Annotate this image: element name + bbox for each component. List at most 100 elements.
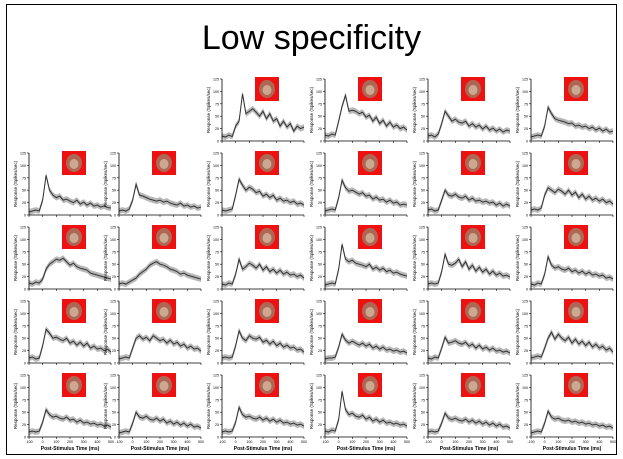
y-tick-label: 75: [524, 176, 528, 180]
x-tick-label: 500: [108, 440, 114, 444]
x-tick-label: 200: [363, 440, 369, 444]
y-axis-label: Response (Spikes/sec): [515, 86, 520, 133]
y-axis-label: Response (Spikes/sec): [103, 234, 108, 281]
response-trace: [324, 391, 408, 433]
y-tick-label: 75: [318, 398, 322, 402]
x-tick-label: 300: [583, 440, 589, 444]
y-axis-label: Response (Spikes/sec): [206, 234, 211, 281]
y-tick-label: 100: [316, 90, 322, 94]
y-tick-label: 100: [110, 164, 116, 168]
y-tick-label: 25: [22, 349, 26, 353]
y-tick-label: 0: [526, 362, 528, 366]
y-tick-label: 125: [316, 300, 322, 304]
y-tick-label: 0: [526, 436, 528, 440]
y-tick-label: 75: [215, 250, 219, 254]
x-tick-label: 500: [610, 440, 616, 444]
y-tick-label: 25: [524, 349, 528, 353]
response-trace: [221, 329, 305, 359]
x-tick-label: 200: [260, 440, 266, 444]
stimulus-photo-human-head-profile: [255, 299, 279, 323]
y-tick-label: 100: [419, 90, 425, 94]
stimulus-photo-human-hand: [152, 225, 176, 249]
response-trace: [118, 261, 202, 285]
y-tick-label: 25: [215, 127, 219, 131]
error-band: [29, 326, 111, 363]
y-tick-label: 125: [213, 226, 219, 230]
y-tick-label: 25: [318, 275, 322, 279]
response-trace: [324, 178, 408, 212]
y-tick-label: 75: [318, 102, 322, 106]
stimulus-photo-monkey-head-back: [358, 151, 382, 175]
y-tick-label: 25: [215, 349, 219, 353]
y-tick-label: 50: [22, 189, 26, 193]
y-axis-label: Response (Spikes/sec): [515, 234, 520, 281]
y-tick-label: 75: [524, 324, 528, 328]
y-axis-label: Response (Spikes/sec): [103, 308, 108, 355]
y-tick-label: 125: [110, 300, 116, 304]
x-tick-label: 500: [507, 440, 513, 444]
y-axis-label: Response (Spikes/sec): [13, 234, 18, 281]
error-band: [29, 255, 111, 288]
y-tick-label: 100: [20, 386, 26, 390]
response-trace: [221, 405, 305, 433]
stimulus-photo-biohazard-sign: [358, 373, 382, 397]
y-tick-label: 0: [217, 362, 219, 366]
y-tick-label: 50: [421, 115, 425, 119]
y-tick-label: 100: [110, 238, 116, 242]
y-axis-label: Response (Spikes/sec): [309, 160, 314, 207]
y-tick-label: 50: [524, 337, 528, 341]
y-tick-label: 50: [318, 337, 322, 341]
y-tick-label: 100: [522, 164, 528, 168]
y-tick-label: 0: [114, 214, 116, 218]
y-tick-label: 25: [524, 201, 528, 205]
y-tick-label: 75: [112, 398, 116, 402]
error-band: [222, 256, 304, 289]
y-tick-label: 50: [22, 337, 26, 341]
y-tick-label: 100: [419, 164, 425, 168]
y-tick-label: 25: [318, 423, 322, 427]
y-tick-label: 125: [110, 152, 116, 156]
stimulus-photo-monkey-face-side: [564, 77, 588, 101]
y-tick-label: 100: [316, 312, 322, 316]
y-tick-label: 50: [215, 189, 219, 193]
y-tick-label: 100: [316, 238, 322, 242]
stimulus-photo-monkey-face-right: [152, 151, 176, 175]
y-tick-label: 25: [112, 201, 116, 205]
error-band: [428, 108, 510, 141]
y-tick-label: 0: [423, 214, 425, 218]
y-tick-label: 75: [421, 176, 425, 180]
x-tick-label: 400: [596, 440, 602, 444]
x-tick-label: 0: [42, 440, 44, 444]
y-tick-label: 0: [114, 362, 116, 366]
y-tick-label: 75: [22, 250, 26, 254]
y-tick-label: 0: [217, 436, 219, 440]
stimulus-photo-ink-sketch: [564, 373, 588, 397]
slide-frame: Low specificity 0 25 50 75 100 125 Response (S…: [6, 4, 617, 455]
x-tick-label: 300: [480, 440, 486, 444]
y-tick-label: 50: [421, 263, 425, 267]
y-axis-label: Response (Spikes/sec): [412, 86, 417, 133]
x-axis-label: Post-Stimulus Time (ms): [440, 446, 499, 452]
y-tick-label: 75: [524, 250, 528, 254]
y-tick-label: 125: [522, 300, 528, 304]
y-tick-label: 25: [22, 275, 26, 279]
error-band: [222, 327, 304, 362]
y-tick-label: 0: [24, 288, 26, 292]
y-tick-label: 75: [318, 324, 322, 328]
x-tick-label: 400: [94, 440, 100, 444]
stimulus-photo-human-face-front: [358, 225, 382, 249]
error-band: [119, 181, 201, 215]
y-tick-label: 125: [20, 374, 26, 378]
y-tick-label: 25: [421, 349, 425, 353]
y-tick-label: 125: [316, 374, 322, 378]
y-tick-label: 0: [423, 288, 425, 292]
y-tick-label: 0: [217, 140, 219, 144]
response-trace: [530, 105, 614, 138]
stimulus-photo-human-face-left: [461, 225, 485, 249]
